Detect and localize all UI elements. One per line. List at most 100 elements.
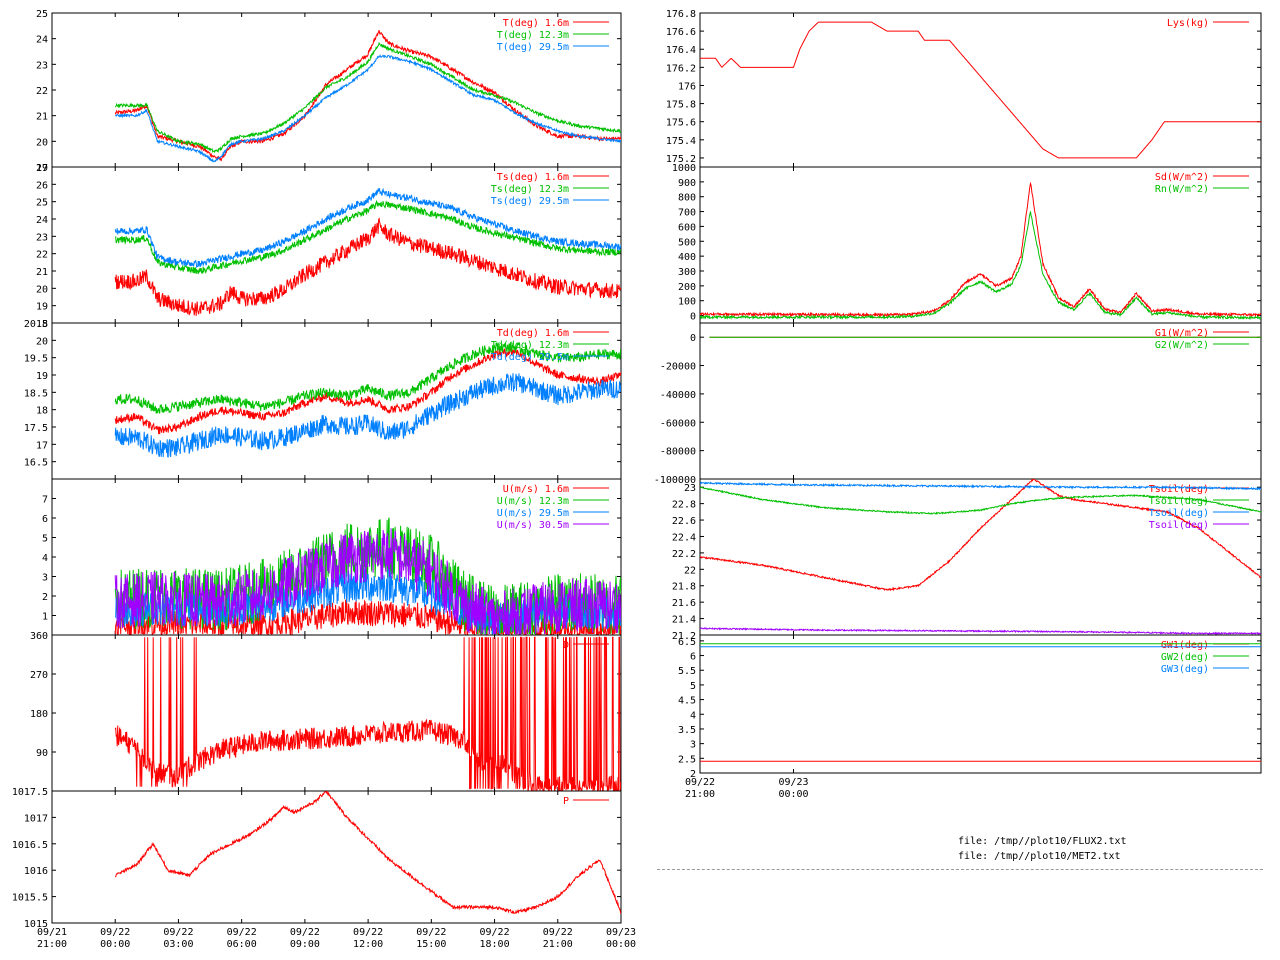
y-tick-label: 4: [42, 553, 48, 564]
legend-label: Ts(deg) 12.3m: [491, 184, 569, 195]
y-tick-label: 21: [36, 267, 48, 278]
y-tick-label: 1015: [24, 919, 48, 930]
series-line: [700, 486, 1261, 516]
panel-t: 19 20 21 22 23 24 25 T(deg) 1.6mT(deg) 12.3mT(d…: [36, 9, 622, 174]
series-line: [115, 54, 621, 163]
x-time-label: 18:00: [480, 939, 510, 950]
x-date-label: 09/22: [353, 927, 383, 938]
legend-label: G2(W/m^2): [1155, 340, 1209, 351]
panel-g: -100000 -80000 -60000 -40000 -20000 0 G1(W/m^2…: [654, 322, 1262, 486]
y-tick-label: 19: [36, 163, 48, 174]
legend-label: Ts(deg) 29.5m: [491, 196, 569, 207]
y-tick-label: 25: [36, 198, 48, 209]
y-tick-label: 23: [684, 483, 696, 494]
y-tick-label: 20: [36, 336, 48, 347]
separator-line: [657, 869, 1263, 870]
x-time-label: 06:00: [227, 939, 257, 950]
y-tick-label: 1017: [24, 813, 48, 824]
y-tick-label: 2: [690, 769, 696, 780]
x-time-label: 15:00: [416, 939, 446, 950]
file-line-2: file: /tmp//plot10/MET2.txt: [958, 851, 1121, 862]
y-tick-label: 19: [36, 371, 48, 382]
x-date-label: 09/23: [778, 777, 808, 788]
panel-td: 16.5 17 17.5 18 18.5 19 19.5 20 20.5 Td(deg) 1.6m…: [24, 319, 622, 480]
y-tick-label: 22: [36, 86, 48, 97]
y-tick-label: 6.5: [678, 637, 696, 648]
legend-label: Sd(W/m^2): [1155, 172, 1209, 183]
legend-label: Td(deg) 1.6m: [497, 328, 569, 339]
y-tick-label: 6: [42, 514, 48, 525]
series-line: [114, 341, 621, 414]
panel-gw: 2 2.5 3 3.5 4 4.5 5 5.5 6 6.5 GW1(deg)GW2(deg)GW3(…: [678, 634, 1262, 800]
y-tick-label: 19.5: [24, 354, 48, 365]
panel-tsoil: 21.2 21.4 21.6 21.8 22 22.2 22.4 22.6 22.8 23 Tsoi…: [672, 478, 1262, 642]
y-tick-label: -20000: [660, 362, 696, 373]
y-tick-label: 21: [36, 112, 48, 123]
y-tick-label: 100: [678, 297, 696, 308]
series-line: [114, 42, 621, 154]
y-tick-label: 90: [36, 748, 48, 759]
y-tick-label: -80000: [660, 447, 696, 458]
panel-u: 1 2 3 4 5 6 7 U(m/s) 1.6mU(m/s) 12.3mU(m/s) 29.…: [42, 478, 622, 636]
y-tick-label: 175.2: [666, 154, 696, 165]
y-tick-label: 21.8: [672, 582, 696, 593]
series-line: [114, 216, 621, 316]
y-tick-label: 600: [678, 222, 696, 233]
y-tick-label: 20: [36, 284, 48, 295]
y-tick-label: 5: [690, 681, 696, 692]
y-tick-label: 23: [36, 232, 48, 243]
x-time-label: 00:00: [606, 939, 636, 950]
plot-frame: [699, 634, 1262, 774]
y-tick-label: -40000: [660, 390, 696, 401]
y-tick-label: 300: [678, 267, 696, 278]
y-tick-label: 2: [42, 592, 48, 603]
y-tick-label: 200: [678, 282, 696, 293]
plot-frame: [699, 12, 1262, 168]
legend-label: P: [563, 796, 569, 807]
series-line: [700, 181, 1261, 318]
series-line: [114, 598, 621, 635]
y-tick-label: 17.5: [24, 423, 48, 434]
y-tick-label: 3.5: [678, 725, 696, 736]
y-tick-label: 176.2: [666, 63, 696, 74]
y-tick-label: 3: [42, 573, 48, 584]
y-tick-label: 20: [36, 137, 48, 148]
y-tick-label: 1017.5: [12, 787, 48, 798]
legend-label: Td(deg) 29.5m: [491, 352, 569, 363]
y-tick-label: 175.8: [666, 100, 696, 111]
y-tick-label: 0: [690, 333, 696, 344]
series-line: [114, 199, 621, 275]
x-date-label: 09/22: [543, 927, 573, 938]
y-tick-label: 25: [36, 9, 48, 20]
legend-label: T(deg) 12.3m: [497, 30, 569, 41]
y-tick-label: 176.6: [666, 27, 696, 38]
y-tick-label: 21.2: [672, 631, 696, 642]
y-tick-label: 18: [36, 319, 48, 330]
y-tick-label: 700: [678, 208, 696, 219]
x-time-label: 03:00: [163, 939, 193, 950]
y-tick-label: 22.6: [672, 516, 696, 527]
y-tick-label: -60000: [660, 418, 696, 429]
series-line: [114, 636, 621, 791]
legend-label: Tsoil(deg): [1149, 508, 1209, 519]
y-tick-label: 18.5: [24, 388, 48, 399]
y-tick-label: 22: [36, 250, 48, 261]
x-date-label: 09/21: [37, 927, 67, 938]
file-list: file: /tmp//plot10/FLUX2.txt file: /tmp//…: [958, 834, 1127, 864]
series-line: [114, 373, 621, 458]
y-tick-label: 1015.5: [12, 893, 48, 904]
legend-label: GW2(deg): [1161, 652, 1209, 663]
series-line: [700, 211, 1261, 321]
panel-p: 10151015.510161016.510171017.5P09/2121:0…: [12, 787, 636, 950]
x-date-label: 09/23: [606, 927, 636, 938]
plot-frame: [51, 790, 622, 924]
y-tick-label: 4.5: [678, 696, 696, 707]
x-date-label: 09/22: [227, 927, 257, 938]
y-tick-label: 4: [690, 710, 696, 721]
y-tick-label: 6: [690, 652, 696, 663]
y-tick-label: 1: [42, 612, 48, 623]
y-tick-label: 23: [36, 60, 48, 71]
y-tick-label: 27: [36, 163, 48, 174]
